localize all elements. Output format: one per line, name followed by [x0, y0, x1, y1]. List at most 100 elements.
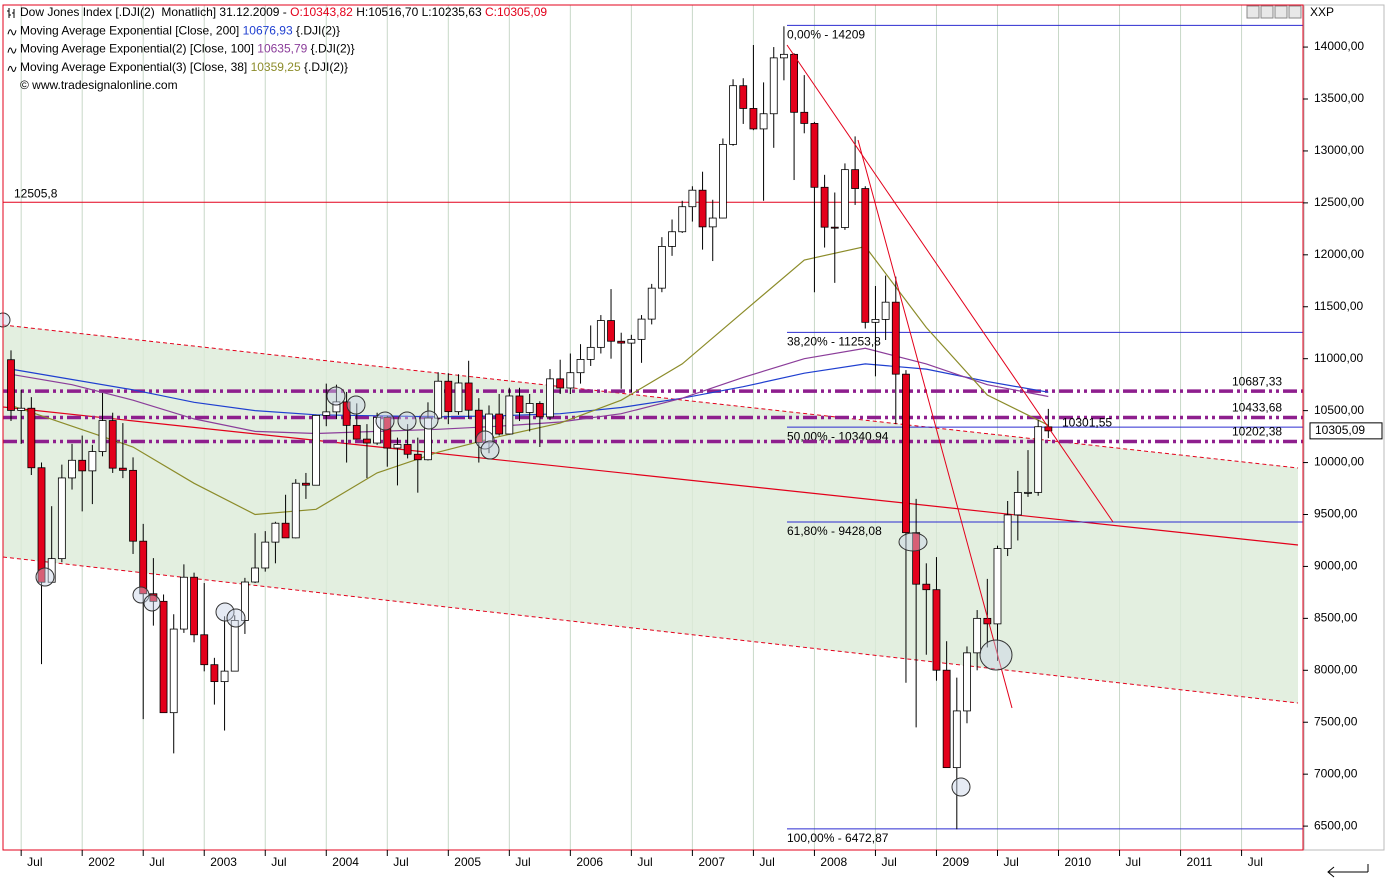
candle-body [769, 57, 778, 115]
candle-body [383, 416, 392, 449]
x-tick-label: 2005 [454, 855, 481, 869]
candle-body [220, 670, 229, 683]
plot-border [2, 4, 1304, 851]
pattern-marker [898, 532, 928, 552]
x-tick-label: Jul [515, 855, 530, 869]
legend-line: Moving Average Exponential(3) [Close, 38… [20, 60, 348, 74]
candle-body [271, 522, 280, 543]
x-tick-label: 2002 [88, 855, 115, 869]
legend-text: H:10516,70 L:10235,63 [353, 5, 485, 19]
legend-text: Dow Jones Index [.DJI(2) Monatlich] 31.1… [20, 5, 290, 19]
candle-body [474, 409, 483, 443]
y-tick-label: 10000,00 [1314, 455, 1364, 469]
x-tick-label: Jul [1248, 855, 1263, 869]
candle-body [291, 482, 300, 539]
candle-body [749, 108, 758, 130]
scroll-arrow[interactable] [1327, 864, 1369, 878]
candle-body [505, 395, 514, 435]
pattern-marker [475, 430, 495, 450]
legend-text: © www.tradesignalonline.com [20, 78, 178, 92]
candle-body [98, 420, 107, 452]
pattern-marker [951, 777, 971, 797]
candle-body [546, 378, 554, 418]
legend-text: Moving Average Exponential(3) [Close, 38… [20, 60, 251, 74]
candle-body [7, 359, 15, 411]
x-tick-label: 2009 [942, 855, 969, 869]
candle-body [210, 664, 219, 683]
candle-body [322, 411, 331, 416]
fib-label: 0,00% - 14209 [787, 28, 865, 42]
x-tick-label: Jul [271, 855, 286, 869]
candle-body [515, 395, 524, 413]
x-tick-label: Jul [1003, 855, 1018, 869]
candle-body [169, 628, 178, 714]
candle-body [68, 459, 76, 479]
nav-button[interactable] [1260, 5, 1274, 19]
candle-body [27, 407, 36, 469]
y-tick-label: 9000,00 [1314, 559, 1358, 573]
candle-body [891, 301, 900, 375]
pattern-marker [979, 639, 1013, 671]
candle-body [739, 85, 748, 109]
candle-body [922, 583, 931, 591]
navigation-buttons [1246, 5, 1302, 19]
candle-body [88, 451, 97, 472]
candle-body [230, 620, 239, 672]
x-tick-label: 2006 [576, 855, 603, 869]
legend-text: Moving Average Exponential(2) [Close, 10… [20, 42, 257, 56]
candle-body [993, 548, 1002, 625]
candle-body [586, 346, 595, 360]
candle-body [57, 477, 66, 560]
candle-body [464, 382, 473, 411]
pattern-marker [215, 602, 235, 622]
instrument-icon [7, 8, 15, 18]
y-tick-label: 9500,00 [1314, 507, 1358, 521]
candle-body [1034, 426, 1043, 493]
candle-body [200, 634, 209, 666]
candle-body [596, 320, 605, 348]
x-tick-label: Jul [637, 855, 652, 869]
level-label: 10687,33 [1232, 374, 1282, 388]
candle-body [851, 169, 860, 189]
candle-body [657, 245, 666, 289]
candle-body [952, 710, 961, 769]
axis-border [1303, 4, 1385, 851]
candle-body [129, 469, 137, 542]
candle-body [637, 318, 646, 340]
resistance-label: 12505,8 [14, 186, 58, 200]
y-tick-label: 8000,00 [1314, 662, 1358, 676]
candle-body [617, 340, 626, 344]
candle-body [159, 600, 168, 714]
indicator-icon [7, 47, 17, 54]
candle-body [871, 319, 880, 323]
candle-body [149, 593, 158, 602]
fib-label: 100,00% - 6472,87 [787, 831, 889, 845]
candle-body [434, 380, 443, 419]
x-tick-label: 2011 [1187, 855, 1213, 869]
candle-body [729, 85, 737, 145]
candle-body [973, 617, 982, 654]
candle-body [607, 320, 615, 342]
y-tick-label: 12000,00 [1314, 247, 1364, 261]
nav-button[interactable] [1274, 5, 1288, 19]
y-tick-label: 7000,00 [1314, 766, 1358, 780]
nav-button[interactable] [1288, 5, 1302, 19]
candle-body [332, 401, 341, 413]
legend-line: Moving Average Exponential [Close, 200] … [20, 23, 340, 37]
indicator-icon [7, 65, 17, 72]
candle-body [1003, 514, 1012, 549]
y-tick-label: 6500,00 [1314, 818, 1358, 832]
y-tick-label: 14000,00 [1314, 39, 1364, 53]
candle-body [627, 338, 636, 344]
candle-body [139, 540, 148, 595]
x-tick-label: Jul [149, 855, 164, 869]
candle-body [780, 53, 788, 59]
candle-body [179, 576, 188, 630]
candle-body [251, 567, 259, 583]
candle-body [800, 111, 809, 124]
candle-body [942, 669, 951, 769]
candle-body [190, 576, 198, 636]
legend-text: 10635,79 [257, 42, 307, 56]
nav-button[interactable] [1246, 5, 1260, 19]
